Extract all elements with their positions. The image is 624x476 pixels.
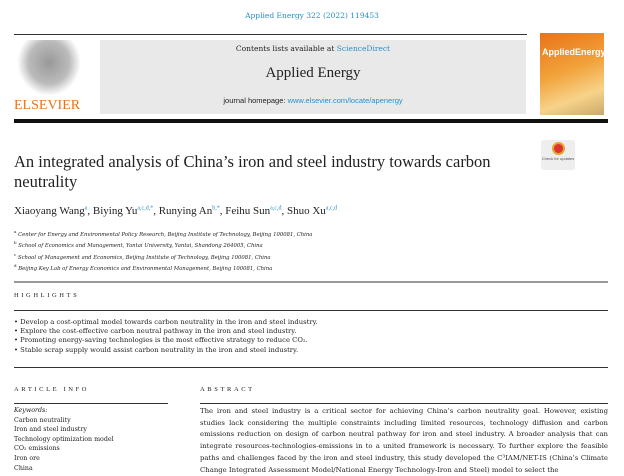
homepage-line: journal homepage: www.elsevier.com/locat…	[100, 96, 526, 105]
elsevier-logo[interactable]: ELSEVIER	[14, 40, 84, 116]
abstract-heading: ABSTRACT	[200, 386, 255, 393]
affiliation: c School of Management and Economics, Be…	[14, 251, 271, 261]
keyword: Iron ore	[14, 454, 40, 462]
keyword: Iron and steel industry	[14, 426, 87, 434]
publisher-name: ELSEVIER	[14, 98, 81, 113]
author[interactable]: Runying Anb,*	[158, 205, 220, 217]
homepage-label: journal homepage:	[223, 96, 288, 105]
contents-label: Contents lists available at	[235, 44, 337, 53]
keyword: China	[14, 464, 33, 472]
divider	[200, 403, 608, 404]
author[interactable]: Xiaoyang Wanga	[14, 205, 88, 217]
divider	[14, 281, 608, 283]
journal-banner: Contents lists available at ScienceDirec…	[100, 40, 526, 114]
article-title: An integrated analysis of China’s iron a…	[14, 152, 491, 191]
keywords: Keywords: Carbon neutrality Iron and ste…	[14, 406, 114, 473]
author[interactable]: Biying Yua,c,d,*	[92, 205, 154, 217]
check-for-updates-button[interactable]: Check for updates	[541, 140, 575, 170]
journal-title: Applied Energy	[265, 65, 361, 81]
affiliation: a Center for Energy and Environmental Po…	[14, 229, 313, 238]
highlight-item: • Promoting energy-saving technologies i…	[14, 336, 308, 345]
highlights-list: • Develop a cost-optimal model towards c…	[14, 318, 318, 355]
homepage-link[interactable]: www.elsevier.com/locate/apenergy	[287, 96, 403, 105]
sciencedirect-link[interactable]: ScienceDirect	[336, 44, 391, 53]
highlight-item: • Develop a cost-optimal model towards c…	[14, 318, 318, 326]
highlight-item: • Stable scrap supply would assist carbo…	[14, 345, 299, 354]
journal-cover[interactable]: AppliedEnergy	[540, 33, 606, 115]
keyword: Carbon neutrality	[14, 416, 71, 424]
affiliation: b School of Economics and Management, Ya…	[14, 240, 263, 250]
divider	[14, 403, 168, 404]
keyword: CO₂ emissions	[14, 445, 60, 453]
keyword: Technology optimization model	[14, 435, 114, 443]
divider	[14, 119, 608, 123]
article-info-heading: ARTICLE INFO	[14, 386, 90, 393]
tree-icon	[17, 40, 81, 96]
contents-line: Contents lists available at ScienceDirec…	[100, 44, 526, 53]
abstract-text: The iron and steel industry is a critica…	[200, 407, 608, 474]
check-updates-label: Check for updates	[541, 156, 575, 161]
affiliation: d Beijing Key Lab of Energy Economics an…	[14, 263, 273, 273]
journal-reference[interactable]: Applied Energy 322 (2022) 119453	[245, 11, 379, 20]
divider	[14, 310, 608, 311]
divider	[14, 367, 608, 368]
author[interactable]: Shuo Xua,c,d	[286, 205, 338, 217]
highlight-item: • Explore the cost-effective carbon neut…	[14, 327, 297, 336]
keywords-label: Keywords:	[14, 407, 48, 414]
author[interactable]: Feihu Suna,c,d	[225, 205, 282, 217]
cover-title: AppliedEnergy	[542, 47, 606, 57]
bookmark-icon	[551, 142, 565, 155]
affiliations: a Center for Energy and Environmental Po…	[14, 228, 312, 274]
author-list: Xiaoyang Wanga, Biying Yua,c,d,*, Runyin…	[14, 205, 338, 217]
divider	[14, 34, 527, 35]
highlights-heading: HIGHLIGHTS	[14, 292, 80, 299]
